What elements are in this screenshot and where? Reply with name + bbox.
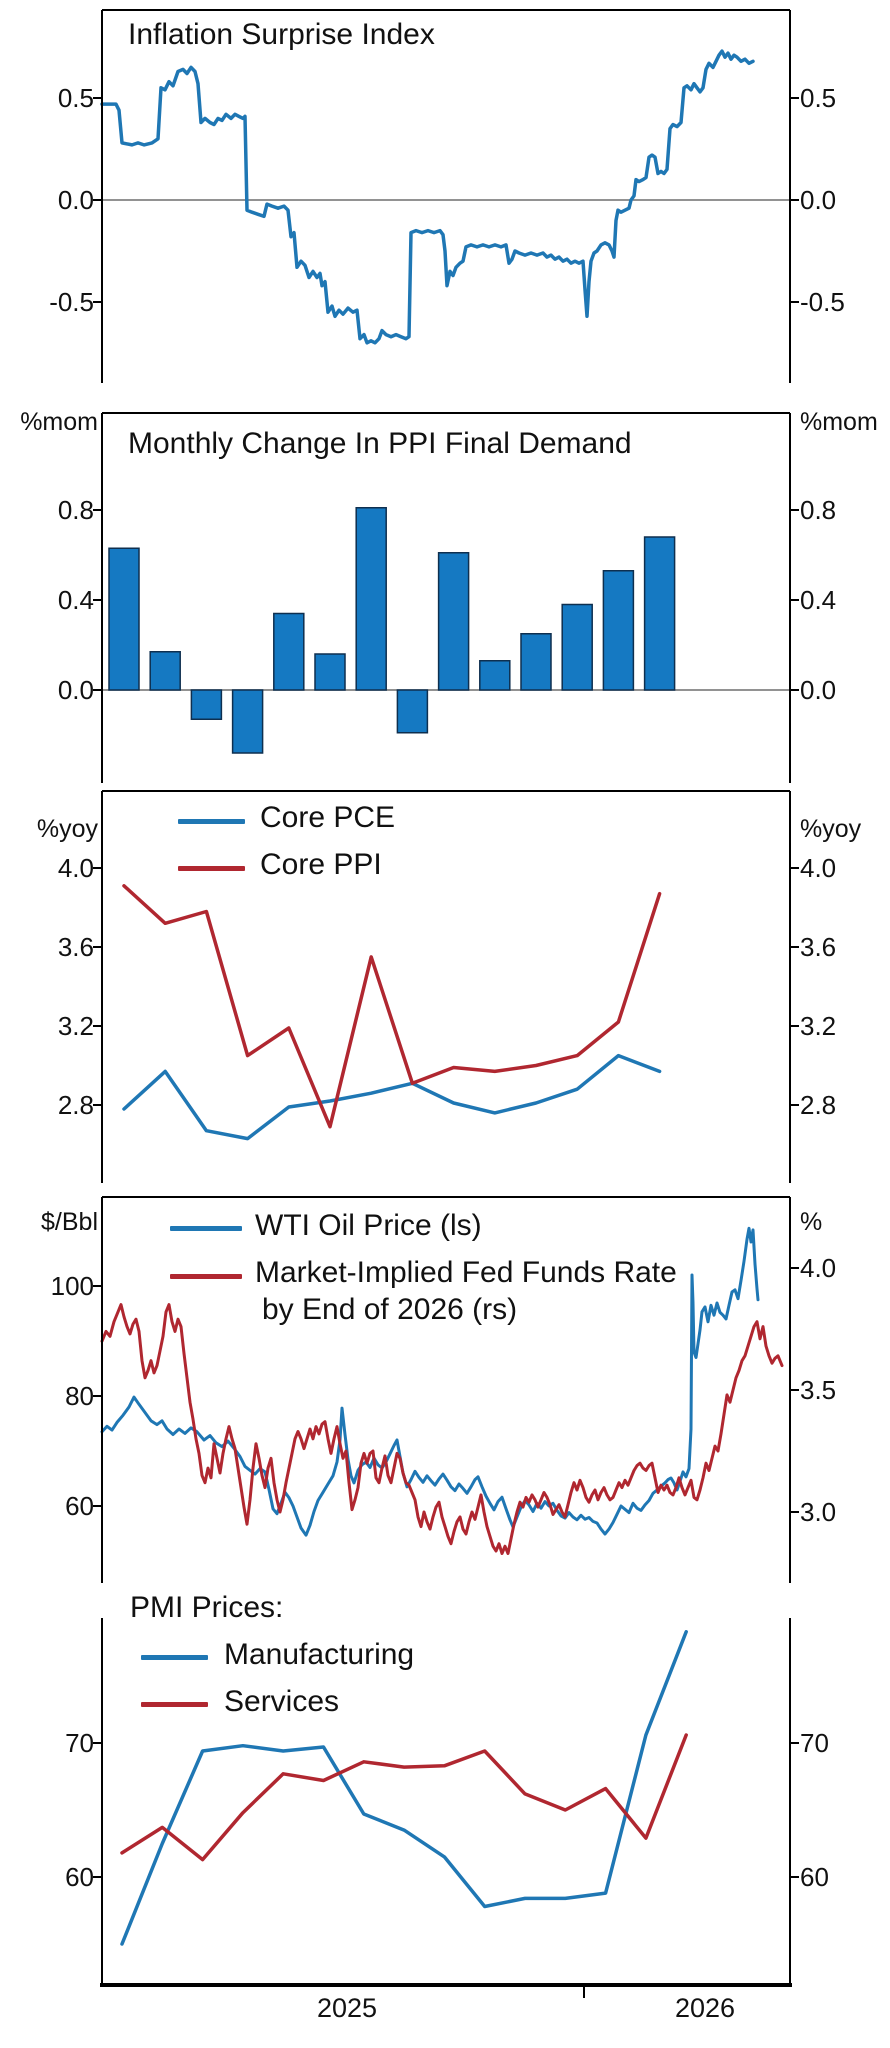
chart5-series-services <box>120 1733 688 1862</box>
chart3-legend-swatch-core-ppi <box>178 866 245 871</box>
chart5-ytick-label-left-0: 70 <box>65 1728 94 1758</box>
chart3-series-core-ppi <box>122 884 662 1129</box>
chart4-series-market-implied-fed-funds-rate-by-end-of-2026-rs- <box>100 1303 784 1555</box>
chart2-title: Monthly Change In PPI Final Demand <box>128 427 632 460</box>
chart5-legend-label-services: Services <box>224 1685 340 1718</box>
chart1-ytick-label-left-2: -0.5 <box>49 287 94 317</box>
chart2-bar-11 <box>520 633 552 691</box>
chart5-legend-swatch-manufacturing <box>141 1655 208 1660</box>
chart4-legend-label-ffr-line2: by End of 2026 (rs) <box>262 1293 518 1326</box>
chart2-bar-10 <box>479 660 511 691</box>
chart4-ytick-label-right-2: 3.0 <box>800 1497 837 1527</box>
chart2-ytick-label-right-0: 0.8 <box>800 495 837 525</box>
chart4-ytick-label-left-2: 60 <box>65 1491 94 1521</box>
chart2-bar-1 <box>108 547 140 691</box>
chart1-ytick-label-right-2: -0.5 <box>800 287 845 317</box>
chart2-bar-8 <box>396 689 429 734</box>
chart5-legend-swatch-services <box>141 1702 208 1707</box>
chart2-bar-12 <box>561 603 593 691</box>
chart5-ytick-label-right-0: 70 <box>800 1728 829 1758</box>
chart5-title: PMI Prices: <box>130 1591 284 1624</box>
chart4-ytick-label-right-0: 4.0 <box>800 1253 837 1283</box>
chart3-ytick-label-right-3: 2.8 <box>800 1090 837 1120</box>
chart1-title: Inflation Surprise Index <box>128 18 435 51</box>
chart3-ytick-label-right-1: 3.6 <box>800 932 837 962</box>
chart4-ytick-label-left-0: 100 <box>50 1271 94 1301</box>
chart2-unit-left: %mom <box>20 408 98 436</box>
chart4-legend-swatch-wti <box>170 1226 242 1231</box>
chart5-legend-label-manufacturing: Manufacturing <box>224 1638 415 1671</box>
chart4-unit-right: % <box>800 1208 823 1236</box>
chart1-series-inflation-surprise-index <box>100 49 755 345</box>
chart3-unit-right: %yoy <box>800 815 862 843</box>
chart3-unit-left: %yoy <box>36 815 98 843</box>
chart3-legend-label-core-ppi: Core PPI <box>260 848 382 881</box>
chart5-xtick-2026: 2026 <box>674 1993 736 2023</box>
chart2-bar-13 <box>602 570 635 691</box>
chart4-legend-swatch-ffr <box>170 1274 242 1279</box>
chart1-ytick-label-right-0: 0.5 <box>800 83 837 113</box>
chart4-ytick-label-right-1: 3.5 <box>800 1375 837 1405</box>
chart2-bar-4 <box>231 689 264 754</box>
chart2-ytick-label-left-2: 0.0 <box>57 675 94 705</box>
chart2-bar-9 <box>437 552 470 691</box>
chart4-ytick-label-left-1: 80 <box>65 1381 94 1411</box>
chart3-ytick-label-right-0: 4.0 <box>800 853 837 883</box>
chart1-ytick-label-left-0: 0.5 <box>57 83 94 113</box>
chart4-legend-label-wti: WTI Oil Price (ls) <box>255 1209 482 1242</box>
chart2-bar-3 <box>190 689 223 720</box>
chart2-bar-6 <box>314 653 346 691</box>
chart2-ytick-label-left-0: 0.8 <box>57 495 94 525</box>
chart3-ytick-label-right-2: 3.2 <box>800 1011 837 1041</box>
chart5-ytick-label-left-1: 60 <box>65 1862 94 1892</box>
chart3-legend-label-core-pce: Core PCE <box>260 801 396 834</box>
chart4-legend-label-ffr-line1: Market-Implied Fed Funds Rate <box>255 1256 677 1289</box>
chart5-xtick-2025: 2025 <box>316 1993 378 2023</box>
chart2-bar-7 <box>355 507 387 691</box>
chart3-ytick-label-left-0: 4.0 <box>57 853 94 883</box>
chart3-ytick-label-left-1: 3.6 <box>57 932 94 962</box>
chart2-ytick-label-right-2: 0.0 <box>800 675 837 705</box>
chart2-unit-right: %mom <box>800 408 878 436</box>
chart4-unit-left: $/Bbl <box>41 1208 98 1236</box>
chart3-ytick-label-left-3: 2.8 <box>57 1090 94 1120</box>
chart2-bar-14 <box>643 536 676 691</box>
chart2-bar-5 <box>273 612 305 691</box>
chart5-ytick-label-right-1: 60 <box>800 1862 829 1892</box>
chart1-ytick-label-left-1: 0.0 <box>57 185 94 215</box>
chart2-ytick-label-left-1: 0.4 <box>57 585 94 615</box>
chart2-bar-2 <box>149 651 181 691</box>
chart3-ytick-label-left-2: 3.2 <box>57 1011 94 1041</box>
chart2-ytick-label-right-1: 0.4 <box>800 585 837 615</box>
chart1-ytick-label-right-1: 0.0 <box>800 185 837 215</box>
chart5-series-manufacturing <box>120 1630 688 1946</box>
chart3-series-core-pce <box>122 1053 662 1141</box>
chart3-legend-swatch-core-pce <box>178 819 245 824</box>
